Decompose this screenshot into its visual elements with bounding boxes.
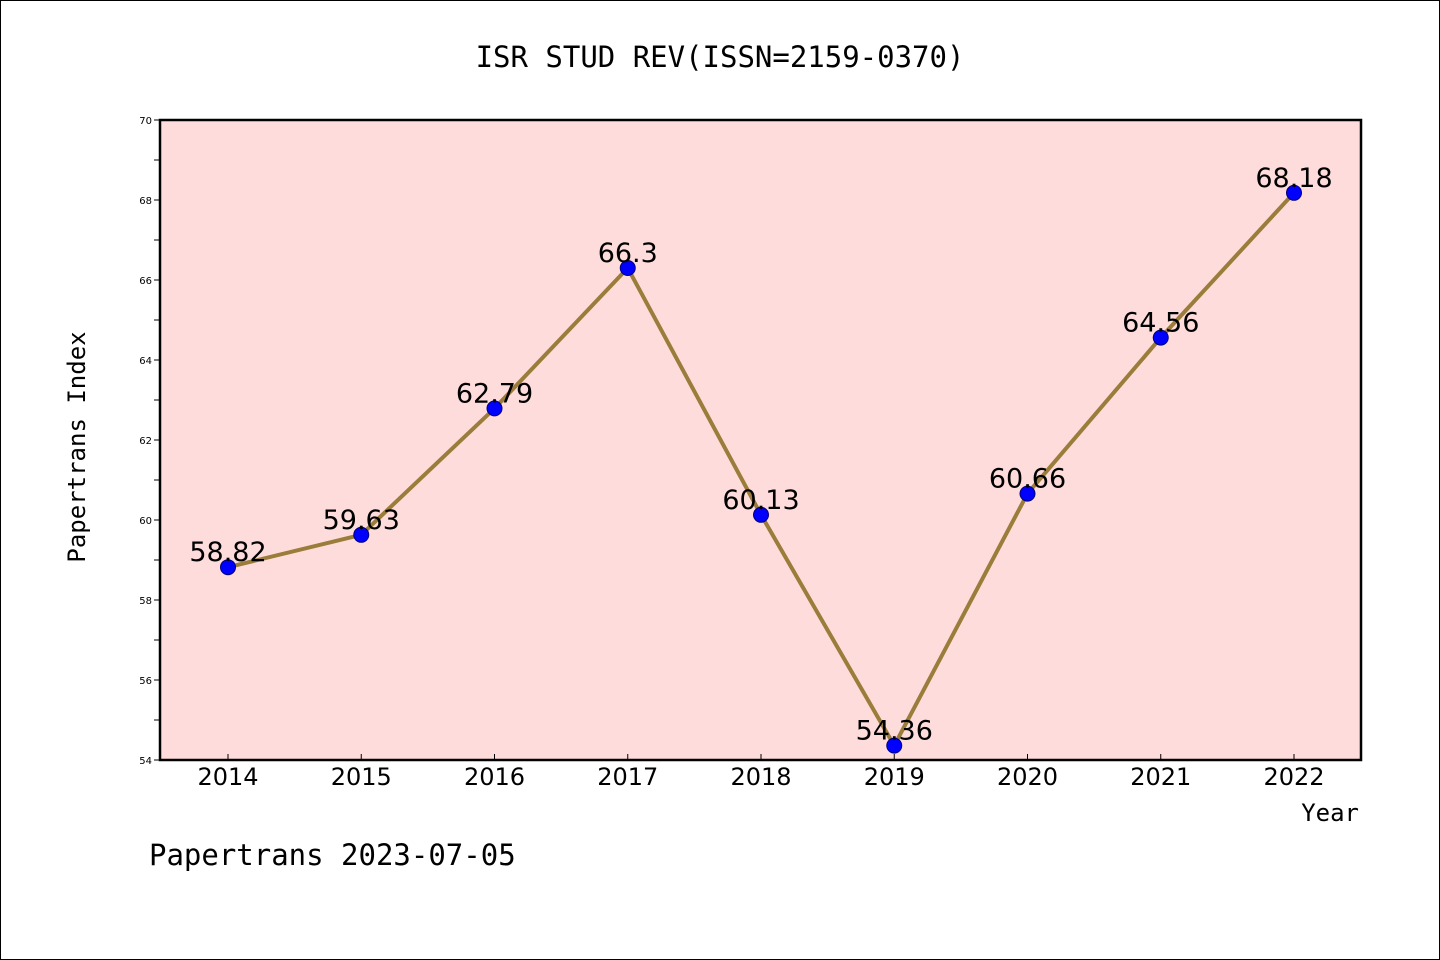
data-label-2015: 59.63 bbox=[323, 505, 400, 536]
data-point-2020 bbox=[1019, 485, 1036, 502]
y-tick-label: 58 bbox=[139, 596, 152, 607]
plot-frame bbox=[158, 118, 1363, 762]
data-point-2015 bbox=[353, 526, 370, 543]
data-label-2022: 68.18 bbox=[1255, 163, 1332, 194]
data-labels: 58.82 59.63 62.79 66.3 60.13 54.36 60.66 64.56 6… bbox=[189, 163, 1332, 747]
data-label-2019: 54.36 bbox=[856, 716, 933, 747]
x-tick-label: 2018 bbox=[730, 763, 791, 791]
data-point-2019 bbox=[886, 737, 903, 754]
footer-date: Papertrans 2023-07-05 bbox=[149, 838, 516, 872]
data-label-2014: 58.82 bbox=[189, 537, 266, 568]
x-tick-label: 2014 bbox=[197, 763, 258, 791]
data-label-2021: 64.56 bbox=[1122, 308, 1199, 339]
y-axis-label: Papertrans Index bbox=[63, 331, 91, 562]
data-label-2020: 60.66 bbox=[989, 464, 1066, 495]
y-tick-label: 64 bbox=[139, 356, 152, 367]
y-tick-label: 66 bbox=[139, 276, 152, 287]
x-axis: 2014 2015 2016 2017 2018 2019 2020 2021 2022 bbox=[197, 754, 1325, 791]
data-point-2017 bbox=[619, 260, 636, 276]
x-tick-label: 2020 bbox=[997, 763, 1058, 791]
chart-title: ISR STUD REV(ISSN=2159-0370) bbox=[476, 40, 965, 74]
x-axis-label: Year bbox=[1301, 799, 1359, 827]
x-tick-label: 2022 bbox=[1263, 763, 1324, 791]
data-point-2016 bbox=[486, 400, 503, 417]
y-tick-label: 62 bbox=[139, 436, 152, 447]
data-point-2018 bbox=[753, 506, 769, 523]
y-tick-label: 68 bbox=[139, 196, 152, 207]
y-axis: 54 56 58 60 62 64 66 68 70 bbox=[139, 116, 160, 767]
data-point-2014 bbox=[220, 559, 236, 576]
series-markers bbox=[220, 184, 1302, 754]
y-tick-label: 70 bbox=[139, 116, 152, 127]
y-tick-label: 60 bbox=[139, 516, 152, 527]
y-tick-label: 56 bbox=[139, 676, 152, 687]
x-tick-label: 2019 bbox=[864, 763, 925, 791]
data-point-2022 bbox=[1286, 184, 1302, 201]
data-label-2018: 60.13 bbox=[722, 485, 799, 516]
y-tick-label: 54 bbox=[139, 756, 152, 767]
x-tick-label: 2016 bbox=[464, 763, 525, 791]
data-label-2017: 66.3 bbox=[598, 238, 658, 269]
data-point-2021 bbox=[1152, 329, 1169, 346]
x-tick-label: 2017 bbox=[597, 763, 658, 791]
x-tick-label: 2015 bbox=[331, 763, 392, 791]
data-label-2016: 62.79 bbox=[456, 378, 533, 409]
plot-area bbox=[158, 118, 1363, 762]
x-tick-label: 2021 bbox=[1130, 763, 1191, 791]
